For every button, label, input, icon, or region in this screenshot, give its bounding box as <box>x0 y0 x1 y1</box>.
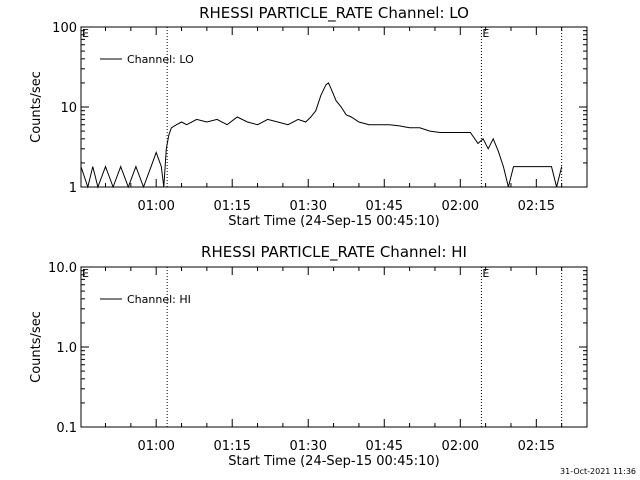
chart-0-marker-label: E <box>482 27 489 40</box>
chart-1-ytick-label: 10.0 <box>48 261 77 276</box>
footer-timestamp: 31-Oct-2021 11:36 <box>560 467 636 476</box>
chart-1-xtick-label: 02:00 <box>442 439 479 454</box>
chart-0-edge-e-label: E <box>82 27 89 40</box>
chart-0-series-0-line <box>80 82 563 189</box>
chart-1-xtick-label: 01:45 <box>366 439 403 454</box>
chart-0-xtick-label: 01:30 <box>290 199 327 214</box>
chart-1-legend-label: Channel: HI <box>127 293 191 306</box>
chart-1-plot-frame <box>80 266 588 428</box>
chart-0-ytick-label: 1 <box>69 181 77 196</box>
chart-0-xtick-label: 02:00 <box>442 199 479 214</box>
chart-1-marker-label: E <box>482 267 489 280</box>
chart-0-xtick-label: 01:45 <box>366 199 403 214</box>
chart-1-title: RHESSI PARTICLE_RATE Channel: HI <box>201 243 467 262</box>
chart-1-xtick-label: 01:15 <box>213 439 250 454</box>
chart-0-xtick-label: 02:15 <box>518 199 555 214</box>
chart-0-plot-frame <box>80 26 588 188</box>
chart-1-xtick-label: 01:00 <box>137 439 174 454</box>
chart-0-x-axis-label: Start Time (24-Sep-15 00:45:10) <box>228 214 439 229</box>
chart-0-title: RHESSI PARTICLE_RATE Channel: LO <box>199 4 469 23</box>
chart-1-xtick-label: 02:15 <box>518 439 555 454</box>
chart-1-xtick-label: 01:30 <box>290 439 327 454</box>
chart-1-y-axis-label: Counts/sec <box>29 311 44 383</box>
chart-0-ytick-label: 10 <box>60 101 77 116</box>
chart-1-x-axis-label: Start Time (24-Sep-15 00:45:10) <box>228 454 439 469</box>
chart-0-legend-label: Channel: LO <box>127 53 194 66</box>
hi-channel-panel: RHESSI PARTICLE_RATE Channel: HI 0.1 1.0 10… <box>29 243 588 469</box>
chart-0-xtick-label: 01:15 <box>213 199 250 214</box>
chart-1-edge-e-label: E <box>82 267 89 280</box>
chart-1-ytick-label: 0.1 <box>56 421 77 436</box>
lo-channel-panel: RHESSI PARTICLE_RATE Channel: LO 1 10 100 01… <box>29 4 588 229</box>
chart-0-ytick-label: 100 <box>52 21 77 36</box>
chart-0-xtick-label: 01:00 <box>137 199 174 214</box>
chart-0-y-axis-label: Counts/sec <box>29 71 44 143</box>
chart-1-ytick-label: 1.0 <box>56 341 77 356</box>
